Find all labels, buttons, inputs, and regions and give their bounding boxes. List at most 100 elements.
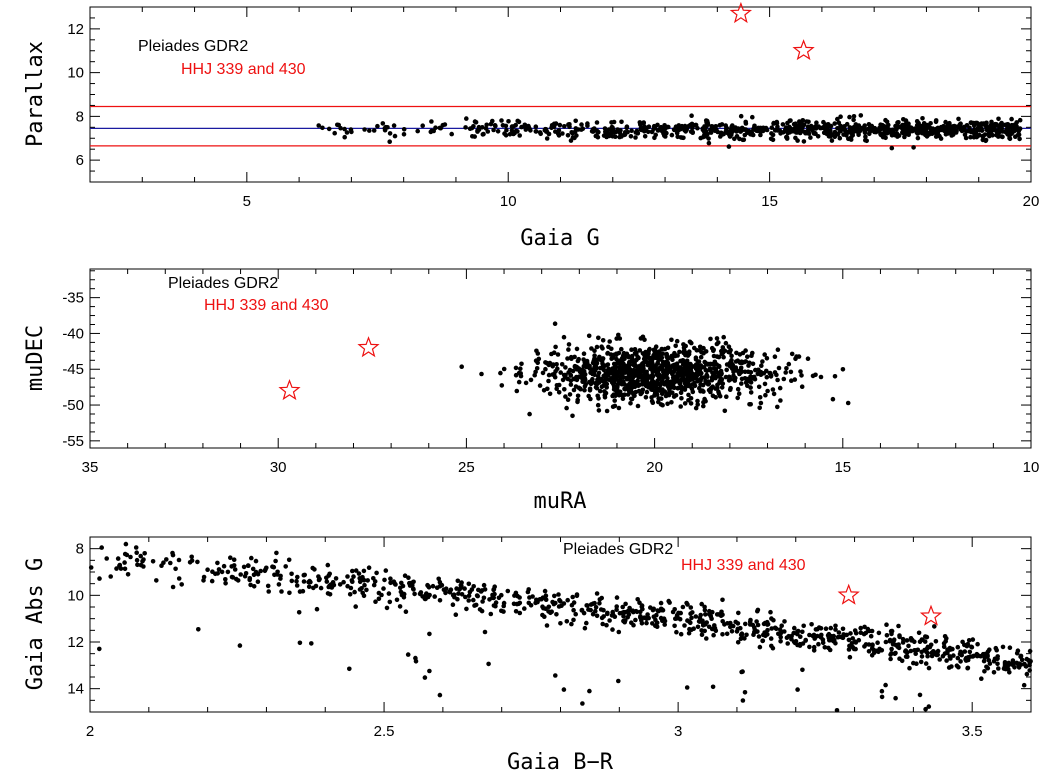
data-point — [551, 601, 557, 607]
data-point — [592, 372, 597, 378]
data-point — [648, 605, 653, 610]
data-point — [572, 135, 577, 141]
data-point — [553, 344, 558, 350]
data-point — [784, 135, 790, 140]
data-point — [450, 602, 456, 607]
data-point — [580, 701, 585, 706]
data-point — [996, 132, 1001, 138]
data-point — [627, 607, 633, 613]
data-point — [441, 587, 447, 592]
data-point — [567, 392, 573, 397]
data-point — [661, 131, 666, 136]
data-point — [689, 615, 694, 621]
data-point — [811, 644, 817, 650]
data-point — [231, 563, 237, 568]
data-point — [592, 348, 597, 354]
data-point — [729, 629, 735, 634]
data-point — [742, 690, 748, 695]
data-point — [620, 396, 626, 402]
data-point — [388, 576, 393, 581]
data-point — [573, 611, 578, 617]
data-point — [982, 669, 987, 674]
data-point — [475, 128, 480, 133]
data-point — [578, 386, 583, 392]
data-point — [297, 640, 303, 646]
data-point — [750, 350, 755, 356]
data-point — [367, 128, 372, 133]
data-point — [565, 356, 570, 361]
data-point — [610, 609, 615, 615]
data-point — [970, 654, 975, 659]
data-point — [499, 118, 504, 123]
data-point — [914, 661, 919, 666]
data-point — [401, 127, 407, 132]
data-point — [104, 556, 109, 561]
data-point — [737, 368, 743, 373]
data-point — [557, 597, 562, 603]
data-point — [735, 640, 741, 645]
data-point — [688, 401, 694, 406]
y-ticks: -55 -50 -45 -40 -35 — [62, 270, 1031, 450]
data-point — [699, 601, 704, 607]
data-point — [758, 132, 763, 138]
data-point — [522, 122, 528, 128]
data-point — [818, 374, 824, 380]
data-point — [785, 120, 790, 126]
data-point — [686, 392, 691, 398]
data-point — [765, 388, 770, 394]
data-point — [533, 124, 539, 129]
data-point — [755, 607, 761, 613]
data-point — [566, 342, 572, 347]
data-point — [596, 335, 601, 341]
data-point — [612, 398, 617, 403]
data-point — [835, 126, 840, 131]
data-point — [963, 135, 969, 141]
data-point — [505, 588, 511, 594]
data-point — [345, 574, 350, 579]
data-point — [646, 615, 651, 621]
data-point — [858, 113, 864, 118]
data-point — [503, 123, 509, 129]
data-point — [530, 594, 535, 599]
data-point — [376, 590, 382, 596]
data-point — [729, 129, 735, 134]
data-point — [673, 616, 678, 621]
data-point — [1012, 126, 1018, 131]
data-point — [688, 611, 693, 616]
data-point — [679, 396, 684, 401]
data-point — [540, 370, 546, 376]
data-point — [554, 362, 559, 367]
data-point — [428, 129, 434, 135]
data-point — [586, 607, 591, 612]
data-point — [725, 621, 730, 626]
data-point — [664, 379, 669, 385]
data-point — [205, 567, 210, 572]
data-point — [503, 133, 509, 138]
data-point — [696, 364, 701, 370]
data-point — [426, 585, 432, 590]
data-point — [778, 631, 783, 636]
data-point — [815, 633, 820, 639]
x-tick-label: 20 — [646, 459, 663, 476]
data-point — [427, 631, 432, 637]
data-point — [365, 578, 371, 583]
highlight-star-marker — [357, 336, 380, 358]
data-point — [727, 361, 732, 366]
data-point — [464, 606, 469, 612]
proper-motion-panel: 35 30 25 20 15 10 -55-50-45-40-35 muRA muDEC … — [23, 268, 1039, 514]
data-point — [832, 129, 838, 135]
data-point — [770, 132, 776, 138]
data-point — [923, 661, 929, 666]
data-point — [856, 123, 862, 128]
data-point — [327, 571, 333, 577]
data-point — [318, 585, 324, 591]
data-point — [565, 133, 571, 138]
data-point — [633, 608, 639, 614]
data-point — [658, 402, 664, 407]
data-point — [189, 558, 195, 563]
data-point — [317, 576, 322, 582]
data-point — [594, 591, 600, 596]
data-point — [791, 121, 797, 127]
data-point — [746, 363, 751, 368]
data-point — [870, 642, 875, 647]
